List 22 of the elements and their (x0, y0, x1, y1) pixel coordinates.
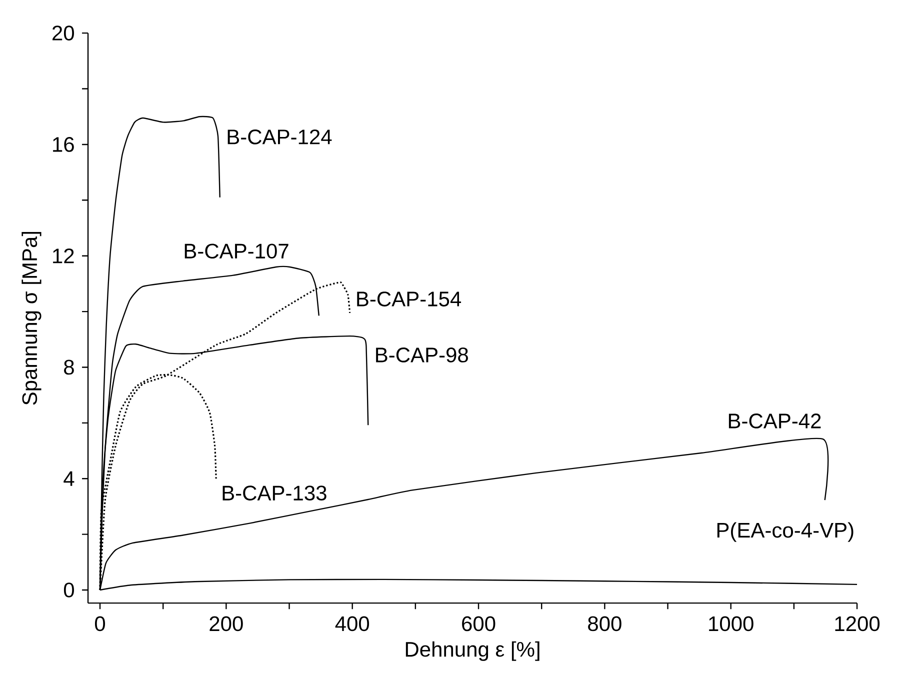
series-label: B-CAP-154 (357, 292, 462, 306)
series-label: B-CAP-42 (728, 414, 821, 428)
y-tick-label: 16 (53, 137, 74, 152)
x-tick-label: 400 (335, 616, 370, 632)
x-tick-label: 200 (210, 616, 243, 632)
y-tick-label: 20 (52, 26, 74, 41)
x-tick-label: 800 (588, 616, 622, 632)
y-tick-label: 12 (53, 248, 74, 264)
y-tick-label: 0 (64, 582, 74, 598)
series-label: B-CAP-107 (184, 244, 288, 259)
series-label: P(EA-co-4-VP) (717, 522, 854, 542)
y-tick-label: 4 (64, 471, 74, 486)
y-axis-title: Spannung σ [MPa] (22, 232, 42, 405)
y-tick-label: 8 (64, 360, 74, 375)
x-tick-label: 1200 (835, 616, 880, 632)
series-label: B-CAP-124 (228, 130, 332, 144)
series-label: B-CAP-133 (222, 486, 326, 501)
x-tick-label: 0 (94, 616, 106, 632)
series-label: B-CAP-98 (376, 348, 468, 362)
x-axis-title: Dehnung ε [%] (406, 641, 540, 661)
x-tick-label: 600 (462, 616, 496, 632)
x-tick-label: 1000 (709, 616, 754, 632)
